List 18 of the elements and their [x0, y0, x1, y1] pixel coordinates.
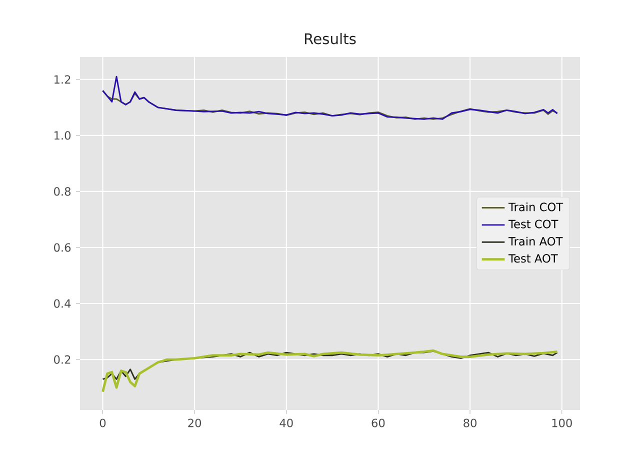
- x-tick-label: 20: [188, 418, 202, 428]
- legend-label: Train AOT: [508, 236, 563, 246]
- line-series: [102, 76, 558, 120]
- x-tick-label: 0: [100, 418, 106, 428]
- x-tick-label: 100: [552, 418, 572, 428]
- legend-label: Test COT: [508, 220, 558, 228]
- y-tick-label: 1.2: [54, 75, 70, 84]
- y-tick-label: 0.8: [54, 187, 71, 196]
- y-tick-label: 1.0: [54, 131, 71, 140]
- x-tick-label: 80: [464, 418, 476, 428]
- y-tick-label: 0.6: [54, 243, 71, 252]
- y-tick-label: 0.4: [54, 299, 71, 308]
- chart-title: Results: [304, 32, 356, 44]
- x-tick-label: 60: [372, 418, 385, 428]
- legend-label: Test AOT: [508, 254, 558, 263]
- y-tick-label: 0.2: [54, 355, 70, 364]
- legend-label: Train COT: [508, 202, 564, 212]
- x-tick-label: 40: [280, 418, 293, 428]
